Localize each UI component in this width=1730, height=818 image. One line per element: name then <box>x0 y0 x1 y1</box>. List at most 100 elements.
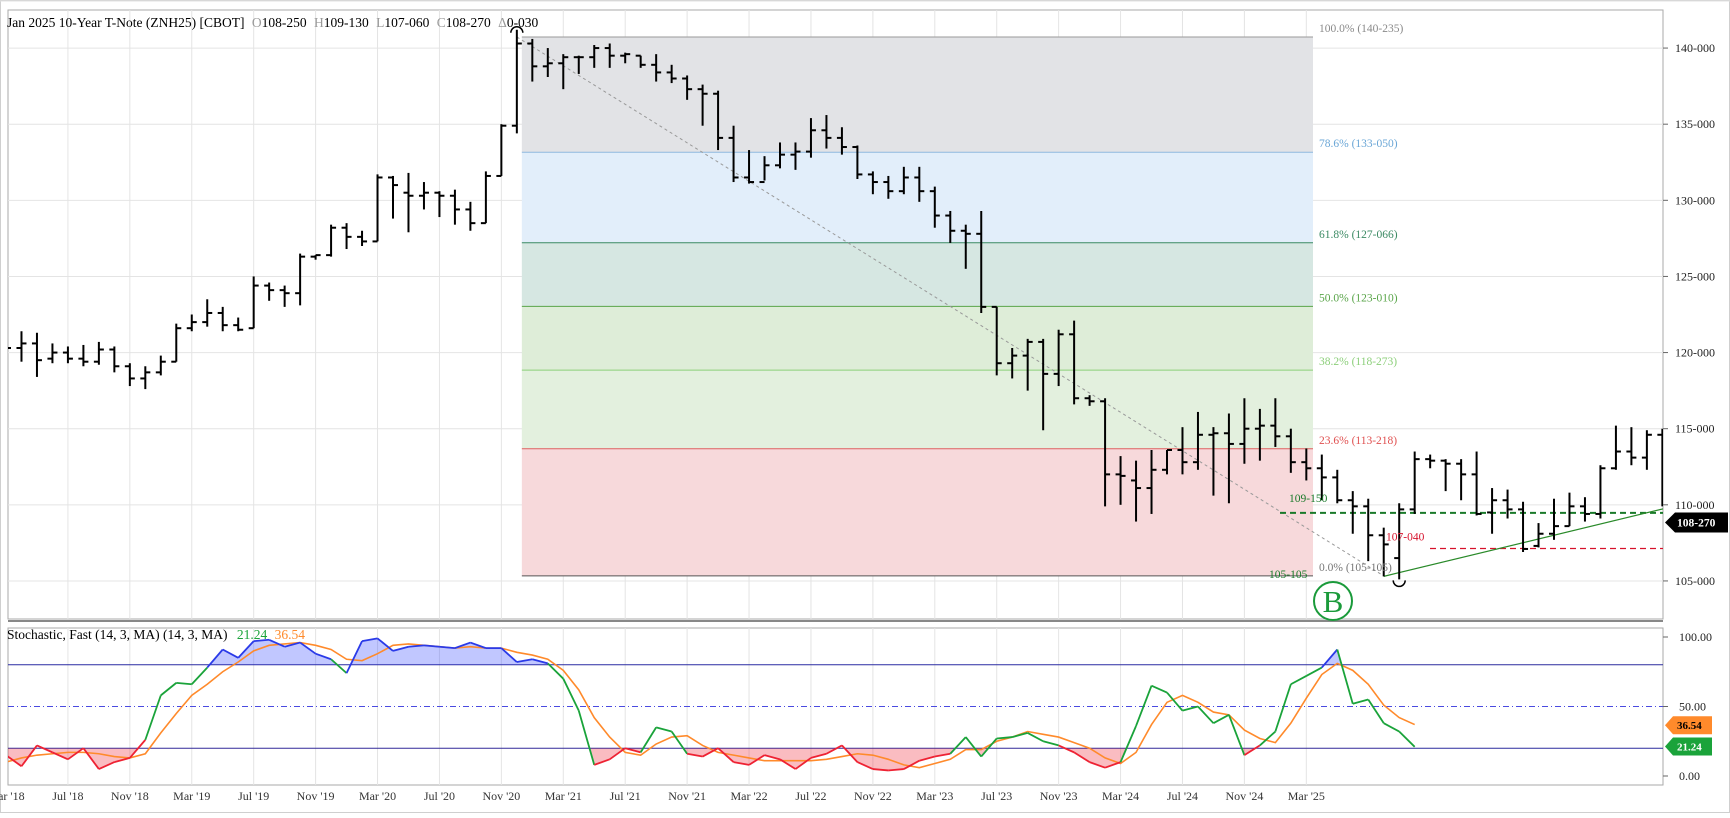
stoch-k-segment <box>454 641 471 649</box>
stoch-k-segment <box>222 648 239 659</box>
stoch-k-segment <box>1182 705 1199 712</box>
stoch-k-segment <box>532 658 549 665</box>
stoch-k-segment <box>1135 685 1153 727</box>
stoch-k-segment <box>949 736 967 755</box>
y-tick-label: 120-000 <box>1675 346 1715 360</box>
stoch-y-tick-label: 0.00 <box>1679 769 1700 783</box>
stoch-k-segment <box>1243 744 1261 756</box>
stoch-k-segment <box>284 641 301 648</box>
last-price-flag <box>1665 512 1728 533</box>
stoch-k-segment <box>903 759 920 770</box>
stoch-k-segment <box>1352 698 1369 705</box>
x-tick-label: Mar '18 <box>0 789 25 803</box>
swing-low-marker <box>1392 580 1406 588</box>
stoch-k-segment <box>857 761 874 770</box>
stoch-k-segment <box>114 757 131 763</box>
ohlc-bars-layer <box>8 29 1663 580</box>
stochastic-label: Stochastic, Fast (14, 3, MA) (14, 3, MA) <box>7 627 227 642</box>
stoch-k-segment <box>330 658 348 674</box>
x-tick-label: Jul '22 <box>795 789 826 803</box>
stoch-k-segment <box>82 747 100 770</box>
stoch-k-segment <box>593 758 611 766</box>
y-tick-label: 135-000 <box>1675 117 1715 131</box>
oversold-area <box>8 748 1256 771</box>
stoch-k-segment <box>1259 730 1276 747</box>
ohlc-low-value: 107-060 <box>384 15 429 30</box>
fib-level-label: 23.6% (113-218) <box>1319 435 1397 447</box>
stoch-k-segment <box>315 652 332 661</box>
stoch-k-segment <box>1073 751 1091 763</box>
x-tick-label: Nov '19 <box>297 789 335 803</box>
x-axis-layer: Mar '18 Jul '18 Nov '18 Mar '19 Jul '19 Nov '… <box>0 789 1325 803</box>
fib-level-label: 38.2% (118-273) <box>1319 356 1397 368</box>
ohlc-close-key: C <box>437 15 446 30</box>
stochastic-title-line: Stochastic, Fast (14, 3, MA) (14, 3, MA)… <box>7 627 305 642</box>
y-tick-label: 130-000 <box>1675 193 1715 207</box>
stochastic-layer <box>8 637 1663 772</box>
stoch-k-segment <box>1089 761 1106 769</box>
stoch-k-segment <box>1398 730 1416 748</box>
stoch-k-segment <box>8 755 23 768</box>
annotations-layer: 100.0% (140-235) 78.6% (133-050) 61.8% (12… <box>510 23 1728 621</box>
x-tick-label: Mar '22 <box>730 789 767 803</box>
stoch-k-segment <box>1336 649 1354 704</box>
x-tick-label: Nov '18 <box>111 789 149 803</box>
stoch-k-segment <box>872 768 889 772</box>
stoch-k-segment <box>686 752 703 758</box>
stoch-k-segment <box>1305 666 1323 677</box>
uptrend-line <box>1383 508 1663 577</box>
stoch-k-segment <box>702 747 719 758</box>
x-tick-label: Nov '21 <box>668 789 706 803</box>
stoch-k-segment <box>1274 683 1292 732</box>
y-tick-label: 125-000 <box>1675 269 1715 283</box>
x-tick-label: Nov '22 <box>854 789 892 803</box>
fib-zone <box>521 370 1313 449</box>
y-tick-label: 105-000 <box>1675 574 1715 588</box>
b-circle-letter: B <box>1323 584 1344 619</box>
stoch-k-segment <box>361 637 378 643</box>
stoch-k-segment <box>129 739 147 759</box>
stochastic-k-value: 21.24 <box>237 627 268 642</box>
stoch-k-segment <box>794 757 812 770</box>
stoch-k-segment <box>98 761 115 770</box>
y-tick-label: 140-000 <box>1675 41 1715 55</box>
stoch-y-tick-label: 50.00 <box>1679 700 1706 714</box>
fibonacci-layer <box>521 36 1313 577</box>
stoch-k-segment <box>345 640 363 674</box>
fib-level-label: 100.0% (140-235) <box>1319 23 1403 35</box>
ohlc-open-key: O <box>252 15 262 30</box>
stoch-k-segment <box>516 658 533 663</box>
stoch-k-segment <box>36 744 53 754</box>
x-tick-label: Nov '20 <box>482 789 520 803</box>
last-price-label: 108-270 <box>1677 517 1716 529</box>
ohlc-low-key: L <box>376 15 384 30</box>
ohlc-open-value: 108-250 <box>262 15 307 30</box>
stoch-y-tick-label: 100.00 <box>1679 630 1712 644</box>
stoch-k-segment <box>624 747 641 754</box>
stoch-k-segment <box>1166 692 1184 712</box>
ohlc-close-value: 108-270 <box>446 15 491 30</box>
stoch-k-segment <box>717 747 735 763</box>
fib-zone <box>521 448 1313 576</box>
chart-title: Jan 2025 10-Year T-Note (ZNH25) [CBOT] <box>7 15 244 30</box>
ohlc-change-key: Δ <box>498 15 507 30</box>
stoch-d-flag-label: 36.54 <box>1677 720 1702 732</box>
stoch-k-segment <box>237 640 255 659</box>
stoch-k-segment <box>1383 722 1400 733</box>
stoch-k-segment <box>779 758 796 770</box>
stoch-k-segment <box>67 747 84 761</box>
stoch-k-segment <box>965 736 982 758</box>
x-tick-label: Jul '18 <box>52 789 83 803</box>
stochastic-d-value: 36.54 <box>275 627 306 642</box>
low-label: 105-105 <box>1269 569 1308 581</box>
stoch-k-segment <box>670 731 688 755</box>
x-tick-label: Jul '19 <box>238 789 269 803</box>
stoch-k-segment <box>20 744 38 767</box>
stoch-k-segment <box>1290 675 1307 686</box>
x-tick-label: Jul '20 <box>424 789 455 803</box>
x-tick-label: Jul '23 <box>981 789 1012 803</box>
stoch-k-segment <box>191 666 208 685</box>
stoch-k-segment <box>160 682 177 697</box>
x-tick-label: Mar '25 <box>1288 789 1325 803</box>
